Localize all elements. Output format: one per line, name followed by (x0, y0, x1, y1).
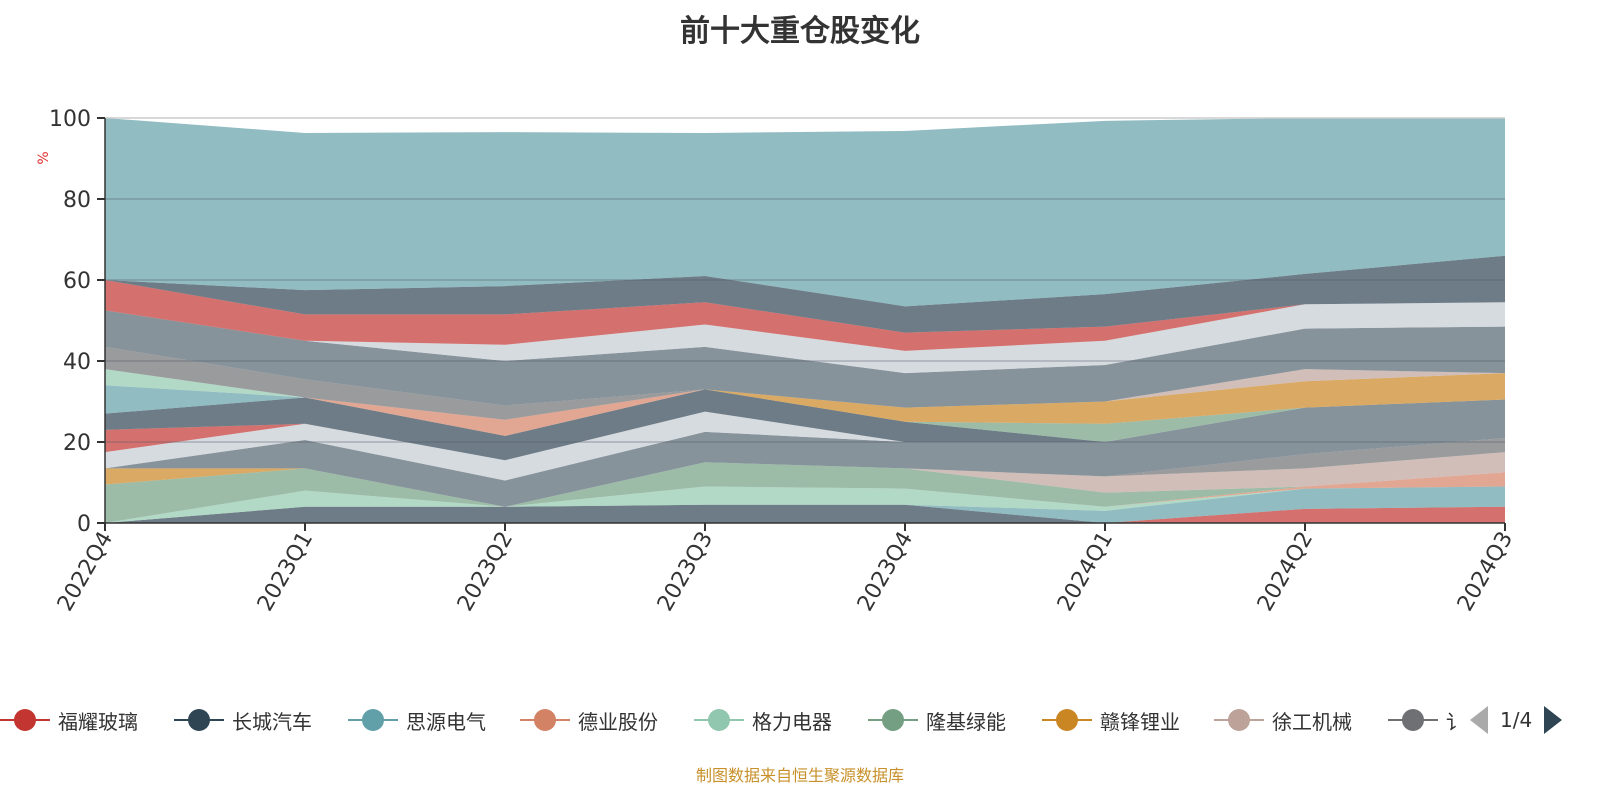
legend-marker-icon (174, 708, 224, 732)
legend-item[interactable]: 讠 (1388, 704, 1460, 736)
chart-title: 前十大重仓股变化 (680, 14, 920, 49)
legend-label: 讠 (1446, 709, 1460, 734)
x-tick-label: 2024Q2 (1253, 528, 1318, 616)
legend-item[interactable]: 德业股份 (520, 704, 658, 736)
x-tick-label: 2023Q1 (253, 528, 318, 616)
area-band-10 (105, 399, 1505, 481)
area-band-16 (105, 369, 1505, 436)
area-band-18 (105, 346, 1505, 420)
legend-item[interactable]: 长城汽车 (174, 704, 312, 736)
y-tick-label: 60 (63, 269, 91, 294)
area-band-0 (105, 504, 1505, 523)
legend-marker-icon (1214, 708, 1264, 732)
legend-label: 隆基绿能 (926, 709, 1006, 734)
legend-marker-icon (868, 708, 918, 732)
y-tick-label: 0 (77, 512, 91, 537)
y-tick-label: 40 (63, 350, 91, 375)
legend-marker-icon (0, 708, 50, 732)
x-tick-label: 2023Q3 (653, 528, 718, 616)
legend-marker-icon (520, 708, 570, 732)
legend-marker-icon (1388, 708, 1438, 732)
legend-item[interactable]: 徐工机械 (1214, 704, 1352, 736)
area-band-5 (105, 462, 1505, 523)
x-tick-label: 2024Q3 (1453, 528, 1518, 616)
area-band-20 (105, 310, 1505, 408)
legend: 福耀玻璃 长城汽车 思源电气 德业股份 格力电器 隆基绿能 赣锋锂业 徐工机械 讠 (0, 704, 1460, 736)
legend-item[interactable]: 思源电气 (348, 704, 486, 736)
legend-item[interactable]: 隆基绿能 (868, 704, 1006, 736)
area-band-3 (105, 486, 1505, 523)
stacked-area-chart: 0 20 40 60 80 100 2022Q4 2023Q1 2023Q2 2023Q3 2023… (36, 107, 1518, 616)
pager-prev-icon[interactable] (1470, 706, 1488, 734)
area-band-6 (105, 452, 1505, 507)
area-band-1 (105, 506, 1505, 523)
legend-marker-icon (1042, 708, 1092, 732)
x-tick-label: 2024Q1 (1053, 528, 1118, 616)
legend-item[interactable]: 赣锋锂业 (1042, 704, 1180, 736)
x-tick-label: 2023Q2 (453, 528, 518, 616)
data-source-note: 制图数据来自恒生聚源数据库 (695, 766, 904, 785)
legend-label: 长城汽车 (232, 709, 312, 734)
pager-text: 1/4 (1500, 708, 1533, 732)
area-band-22 (105, 280, 1505, 351)
legend-item[interactable]: 格力电器 (694, 704, 832, 736)
legend-label: 思源电气 (406, 709, 486, 734)
area-bands (105, 118, 1505, 523)
legend-label: 赣锋锂业 (1100, 709, 1180, 734)
y-tick-label: 20 (63, 431, 91, 456)
area-band-9 (105, 399, 1505, 507)
area-band-12 (105, 389, 1505, 461)
x-tick-label: 2023Q4 (853, 528, 918, 616)
y-axis-label: % (36, 151, 52, 164)
area-band-2 (105, 486, 1505, 523)
legend-label: 格力电器 (752, 709, 832, 734)
legend-label: 德业股份 (578, 709, 658, 734)
area-band-23 (105, 255, 1505, 333)
legend-pager: 1/4 (1470, 704, 1563, 736)
y-tick-label: 80 (63, 188, 91, 213)
area-band-14 (105, 385, 1505, 442)
legend-label: 福耀玻璃 (58, 709, 138, 734)
legend-marker-icon (348, 708, 398, 732)
legend-marker-icon (694, 708, 744, 732)
area-band-24 (105, 118, 1505, 307)
x-tick-label: 2022Q4 (53, 528, 118, 616)
area-band-17 (105, 369, 1505, 436)
legend-label: 徐工机械 (1272, 709, 1352, 734)
y-tick-label: 100 (49, 107, 91, 132)
legend-item[interactable]: 福耀玻璃 (0, 704, 138, 736)
gridlines (105, 117, 1505, 443)
pager-next-icon[interactable] (1544, 706, 1563, 734)
